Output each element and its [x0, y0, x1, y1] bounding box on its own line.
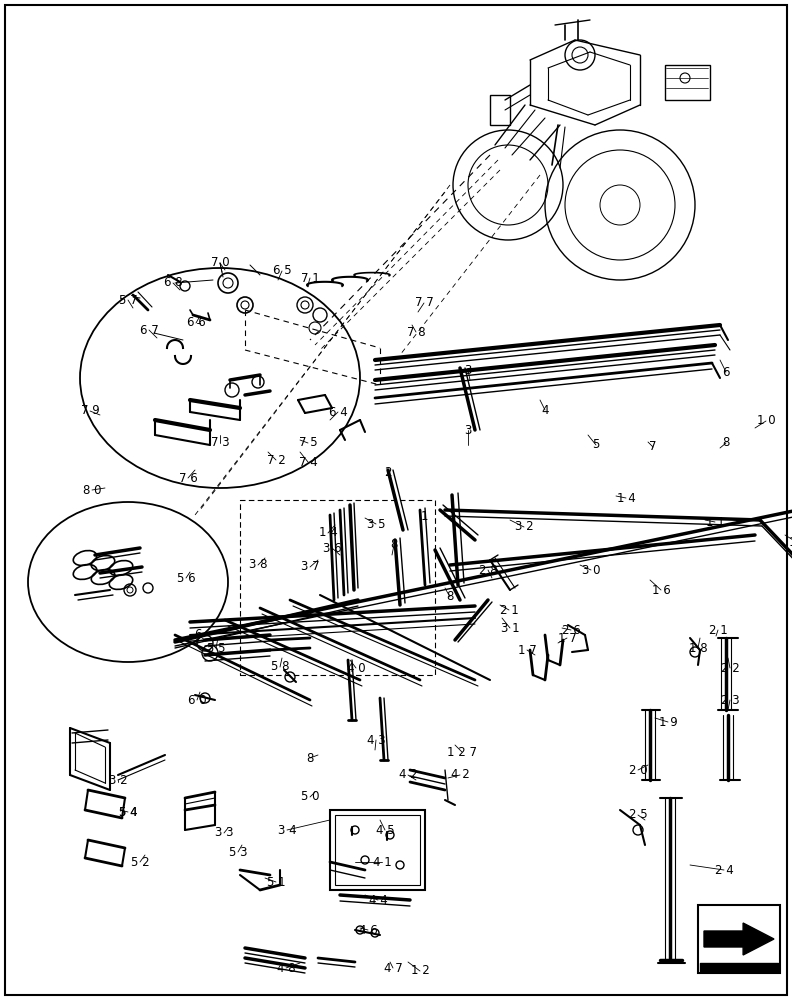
- Text: 7 1: 7 1: [301, 271, 319, 284]
- Text: 2 8: 2 8: [478, 564, 497, 576]
- Text: 4: 4: [541, 403, 549, 416]
- Text: 4 3: 4 3: [367, 734, 386, 746]
- Text: 7 8: 7 8: [406, 326, 425, 338]
- Text: 8: 8: [447, 590, 454, 603]
- Text: 8: 8: [722, 436, 729, 450]
- Text: 5 4: 5 4: [119, 806, 137, 818]
- Polygon shape: [704, 923, 774, 955]
- Text: 3 2: 3 2: [515, 520, 533, 534]
- Text: 1 1: 1 1: [706, 516, 725, 528]
- Text: 8 0: 8 0: [82, 484, 101, 496]
- Text: 4 2: 4 2: [451, 768, 470, 782]
- Text: 4 6: 4 6: [359, 924, 377, 936]
- Text: 5 7: 5 7: [119, 294, 137, 306]
- Text: 2 6: 2 6: [562, 624, 581, 637]
- Bar: [335, 815, 420, 885]
- Text: 6: 6: [722, 365, 729, 378]
- Text: 3 0: 3 0: [582, 564, 600, 576]
- Bar: [698, 905, 780, 973]
- Text: 6 8: 6 8: [164, 276, 182, 290]
- Text: 5 5: 5 5: [207, 642, 225, 654]
- Text: 1 4: 1 4: [617, 491, 635, 504]
- Text: 6 7: 6 7: [139, 324, 158, 336]
- Text: 4 1: 4 1: [372, 856, 391, 868]
- Text: 3 2: 3 2: [109, 774, 128, 786]
- Text: 8: 8: [390, 538, 398, 552]
- Text: 7 0: 7 0: [211, 256, 230, 269]
- Text: 2 1: 2 1: [500, 603, 519, 616]
- Text: 7: 7: [649, 440, 657, 454]
- Text: 3 5: 3 5: [367, 518, 385, 530]
- Text: 4 2: 4 2: [398, 768, 417, 782]
- Text: 1 4: 1 4: [318, 526, 337, 540]
- Text: 7 6: 7 6: [179, 472, 197, 485]
- Text: 2 4: 2 4: [714, 863, 733, 876]
- Text: 1 0: 1 0: [756, 414, 775, 428]
- Text: 6 5: 6 5: [272, 264, 291, 277]
- Text: 1 2: 1 2: [410, 964, 429, 978]
- Text: 6 6: 6 6: [187, 316, 205, 330]
- Text: 5 2: 5 2: [131, 856, 150, 868]
- Text: 2 5: 2 5: [629, 808, 647, 822]
- Text: 4 0: 4 0: [347, 662, 365, 674]
- Text: 7 7: 7 7: [415, 296, 433, 310]
- Text: 2 3: 2 3: [721, 694, 739, 706]
- Text: 7 3: 7 3: [211, 436, 230, 450]
- Text: 1 7: 1 7: [518, 644, 536, 656]
- Text: 3 3: 3 3: [215, 826, 234, 840]
- Text: 5: 5: [592, 438, 600, 452]
- Text: 1 8: 1 8: [689, 642, 707, 654]
- Text: 2: 2: [384, 466, 392, 480]
- Text: 4 4: 4 4: [368, 894, 387, 906]
- Text: 3 7: 3 7: [301, 560, 319, 574]
- Text: 3: 3: [464, 363, 472, 376]
- Text: 1 7: 1 7: [558, 632, 577, 645]
- Text: 7 5: 7 5: [299, 436, 318, 450]
- Text: 5 8: 5 8: [271, 660, 289, 674]
- Text: 2 1: 2 1: [709, 624, 727, 637]
- Text: 5 4: 5 4: [119, 806, 137, 818]
- Text: 4 5: 4 5: [375, 824, 394, 836]
- Text: 7 4: 7 4: [299, 456, 318, 468]
- Text: 1 2: 1 2: [789, 536, 792, 550]
- Text: 3 6: 3 6: [322, 542, 341, 554]
- Bar: [240, 500, 435, 675]
- Text: 4 7: 4 7: [383, 962, 402, 974]
- Text: 2 2: 2 2: [721, 662, 740, 674]
- Text: 5 0: 5 0: [301, 790, 319, 804]
- Text: 2 0: 2 0: [629, 764, 647, 776]
- Text: 5 1: 5 1: [267, 876, 285, 888]
- Text: 7 9: 7 9: [81, 404, 99, 418]
- Text: 6: 6: [194, 629, 202, 642]
- Text: 3 8: 3 8: [249, 558, 267, 572]
- Text: 3 4: 3 4: [278, 824, 296, 836]
- Text: 4 8: 4 8: [276, 962, 295, 974]
- Text: 1 6: 1 6: [652, 584, 670, 596]
- Bar: [490, 95, 510, 125]
- Text: 1 2 7: 1 2 7: [447, 746, 477, 758]
- Text: 8: 8: [307, 752, 314, 764]
- Text: 3: 3: [464, 424, 472, 436]
- Text: 3 1: 3 1: [501, 621, 520, 635]
- Text: 1 9: 1 9: [659, 716, 677, 728]
- Text: 5 6: 5 6: [177, 572, 196, 584]
- Bar: [330, 810, 425, 890]
- Text: 5 3: 5 3: [229, 846, 247, 858]
- Text: 6 4: 6 4: [329, 406, 348, 418]
- Text: 7 2: 7 2: [267, 454, 285, 466]
- Text: 1: 1: [421, 510, 428, 522]
- Bar: [665, 65, 710, 100]
- Text: 6 0: 6 0: [188, 694, 206, 706]
